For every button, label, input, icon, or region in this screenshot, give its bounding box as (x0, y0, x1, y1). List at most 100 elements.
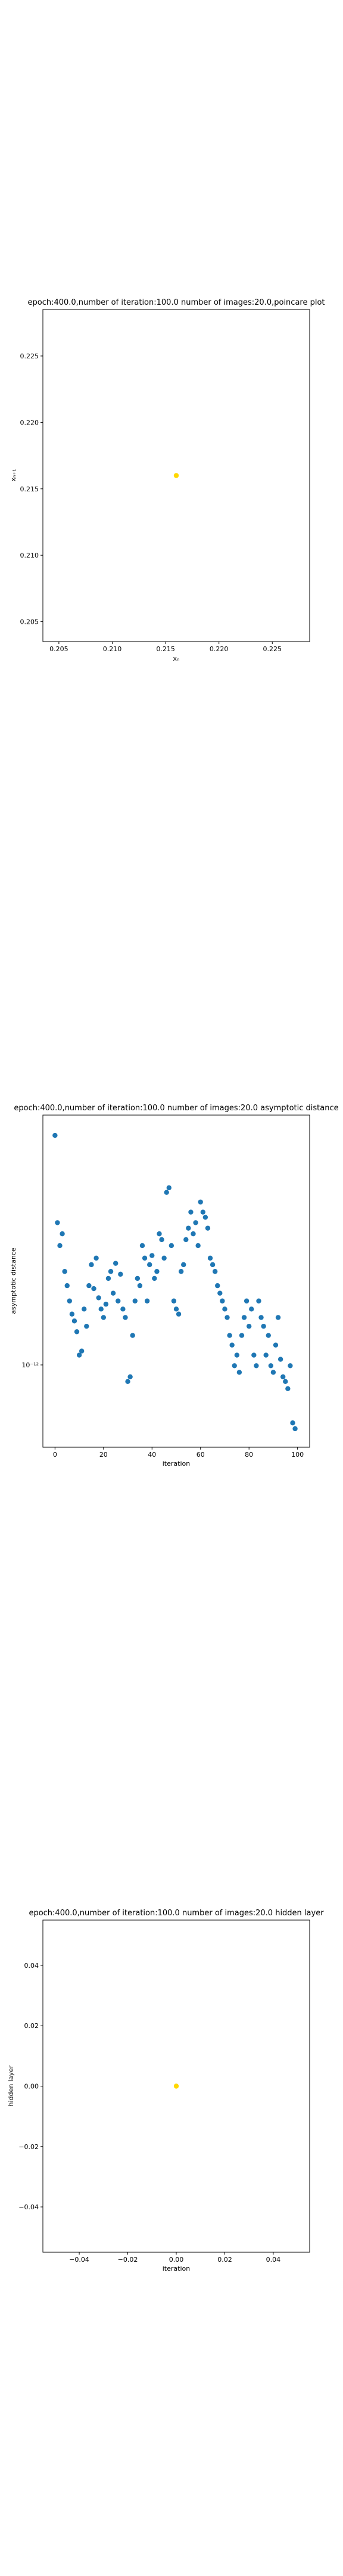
data-point (275, 1315, 281, 1320)
data-point (118, 1271, 123, 1277)
data-point (251, 1352, 257, 1358)
x-tick-label: 0.225 (263, 645, 282, 653)
x-tick-label: 80 (245, 1451, 253, 1459)
data-point (283, 1379, 288, 1384)
data-point (173, 2083, 179, 2089)
data-point (229, 1342, 235, 1348)
data-point (258, 1315, 264, 1320)
data-point (254, 1363, 259, 1368)
x-tick-label: −0.04 (69, 2256, 89, 2264)
data-point (277, 1357, 283, 1362)
poincare-y-label: xₙ₊₁ (10, 469, 17, 481)
y-tick-label: 0.02 (24, 2022, 39, 2030)
data-point (246, 1323, 252, 1329)
data-point (207, 1255, 213, 1261)
y-tick-label: 0.210 (20, 552, 39, 559)
data-point (154, 1269, 160, 1274)
data-point (64, 1283, 70, 1289)
data-point (176, 1311, 182, 1317)
data-point (149, 1253, 155, 1258)
asymptotic-y-ticks: 10⁻¹² (21, 1361, 43, 1369)
data-point (103, 1301, 109, 1307)
y-tick-label: −0.02 (18, 2143, 39, 2151)
data-point (91, 1286, 96, 1292)
data-point (215, 1283, 220, 1289)
data-point (125, 1379, 130, 1384)
asymptotic-x-ticks: 0 20 40 60 80 100 (53, 1447, 304, 1459)
data-point (152, 1275, 157, 1281)
data-point (159, 1237, 164, 1243)
asymptotic-y-label: asymptotic distance (10, 1247, 17, 1314)
data-point (135, 1275, 141, 1281)
asymptotic-x-label: iteration (163, 1460, 190, 1467)
data-point (198, 1199, 203, 1205)
x-tick-label: 40 (148, 1451, 156, 1459)
data-point (127, 1374, 133, 1380)
data-point (188, 1209, 194, 1215)
y-tick-label: 0.215 (20, 485, 39, 493)
y-tick-label: 0.220 (20, 419, 39, 426)
data-point (236, 1370, 242, 1375)
hidden-layer-plot: epoch:400.0,number of iteration:100.0 nu… (7, 1909, 324, 2272)
asymptotic-y-tick-label: 10⁻¹² (21, 1361, 39, 1369)
asymptotic-points (52, 1132, 298, 1432)
y-tick-label: −0.04 (18, 2203, 39, 2211)
data-point (123, 1315, 128, 1320)
data-point (89, 1262, 94, 1268)
hidden-layer-x-ticks: −0.04 −0.02 0.00 0.02 0.04 (69, 2252, 280, 2264)
data-point (244, 1298, 250, 1304)
poincare-plot: epoch:400.0,number of iteration:100.0 nu… (10, 298, 325, 662)
data-point (101, 1315, 107, 1320)
data-point (212, 1269, 218, 1274)
x-tick-label: 100 (291, 1451, 304, 1459)
data-point (241, 1315, 247, 1320)
x-tick-label: 0.205 (49, 645, 68, 653)
data-point (137, 1283, 143, 1289)
data-point (166, 1185, 172, 1191)
data-point (227, 1333, 232, 1338)
data-point (266, 1333, 271, 1338)
x-tick-label: 0.00 (169, 2256, 184, 2264)
data-point (288, 1363, 293, 1368)
poincare-points (173, 473, 179, 478)
data-point (142, 1255, 148, 1261)
x-tick-label: −0.02 (118, 2256, 138, 2264)
data-point (116, 1298, 121, 1304)
data-point (67, 1298, 73, 1304)
data-point (200, 1209, 205, 1215)
data-point (55, 1220, 60, 1225)
poincare-y-ticks: 0.205 0.210 0.215 0.220 0.225 (20, 352, 43, 626)
data-point (193, 1220, 198, 1225)
data-point (147, 1262, 152, 1268)
x-tick-label: 0.215 (156, 645, 175, 653)
data-point (52, 1132, 58, 1138)
data-point (256, 1298, 261, 1304)
x-tick-label: 0.04 (266, 2256, 281, 2264)
x-tick-label: 20 (99, 1451, 108, 1459)
x-tick-label: 0.210 (103, 645, 122, 653)
x-tick-label: 0.02 (217, 2256, 232, 2264)
data-point (144, 1298, 150, 1304)
asymptotic-title: epoch:400.0,number of iteration:100.0 nu… (14, 1104, 338, 1113)
data-point (110, 1290, 116, 1296)
hidden-layer-y-label: hidden layer (7, 2065, 15, 2106)
data-point (69, 1311, 75, 1317)
hidden-layer-y-ticks: −0.04 −0.02 0.00 0.02 0.04 (18, 1962, 43, 2211)
data-point (285, 1386, 291, 1391)
data-point (57, 1243, 63, 1249)
data-point (71, 1318, 77, 1324)
data-point (105, 1275, 111, 1281)
data-point (261, 1323, 266, 1329)
data-point (290, 1420, 295, 1426)
data-point (222, 1306, 227, 1312)
y-tick-label: 0.04 (24, 1962, 39, 1970)
x-tick-label: 0.220 (210, 645, 229, 653)
asymptotic-plot-area (42, 1114, 310, 1448)
data-point (62, 1269, 67, 1274)
data-point (205, 1225, 211, 1231)
data-point (93, 1255, 99, 1261)
asymptotic-distance-plot: epoch:400.0,number of iteration:100.0 nu… (10, 1104, 339, 1467)
data-point (232, 1363, 237, 1368)
poincare-x-label: xₙ (173, 655, 180, 662)
